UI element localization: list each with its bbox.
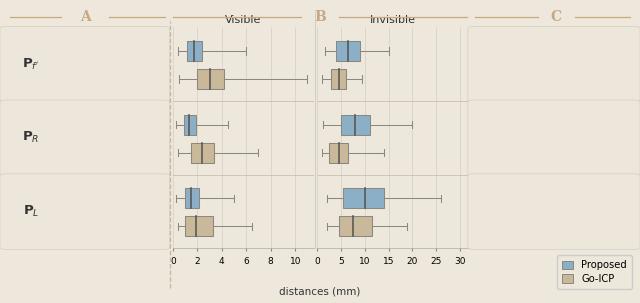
Bar — [184, 115, 196, 135]
Bar — [331, 69, 346, 89]
Text: B: B — [314, 10, 326, 24]
Bar — [341, 115, 369, 135]
Bar — [185, 216, 213, 236]
Bar — [329, 143, 348, 163]
Text: A: A — [80, 10, 90, 24]
Bar — [188, 41, 202, 61]
Legend: Proposed, Go-ICP: Proposed, Go-ICP — [557, 255, 632, 289]
Text: $\mathbf{P}_{R}$: $\mathbf{P}_{R}$ — [22, 130, 40, 145]
Text: distances (mm): distances (mm) — [279, 287, 361, 297]
Bar — [337, 41, 360, 61]
Bar — [339, 216, 372, 236]
Text: C: C — [550, 10, 561, 24]
Bar — [197, 69, 224, 89]
Bar — [185, 188, 198, 208]
Bar — [344, 188, 384, 208]
Title: Invisible: Invisible — [371, 15, 416, 25]
Bar — [191, 143, 214, 163]
Text: $\mathbf{P}_{f'}$: $\mathbf{P}_{f'}$ — [22, 57, 40, 72]
Text: $\mathbf{P}_{L}$: $\mathbf{P}_{L}$ — [22, 204, 39, 219]
Title: Visible: Visible — [225, 15, 261, 25]
